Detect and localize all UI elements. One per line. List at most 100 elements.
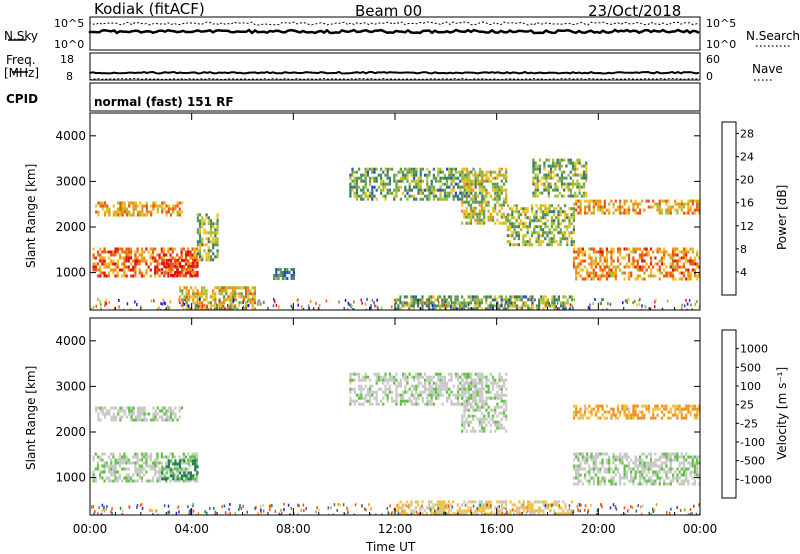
data-cell-power (399, 295, 402, 299)
data-cell-power (583, 208, 587, 212)
data-cell-power (590, 277, 593, 281)
data-cell-power (179, 286, 182, 290)
data-cell-power (500, 167, 503, 171)
data-cell-velocity (489, 396, 492, 400)
data-cell-velocity (610, 407, 613, 411)
data-cell-power (205, 237, 208, 241)
data-cell-power (410, 173, 413, 177)
data-cell-velocity (474, 378, 477, 382)
data-cell-power (103, 213, 107, 217)
data-cell-power (205, 213, 208, 217)
data-cell-power (445, 308, 448, 310)
data-cell-velocity (369, 390, 372, 394)
data-cell-velocity (496, 414, 499, 418)
data-cell-power (654, 262, 657, 266)
data-cell-velocity (614, 455, 617, 459)
data-cell-velocity (187, 477, 190, 481)
data-cell-power (103, 201, 107, 205)
data-cell-power (450, 300, 453, 304)
data-cell-velocity (485, 417, 488, 421)
data-cell-power (355, 176, 358, 180)
data-cell-velocity (129, 476, 133, 480)
data-cell-power (118, 268, 122, 272)
data-cell-velocity (489, 381, 492, 385)
data-cell-power (478, 182, 481, 186)
data-cell-velocity (577, 410, 580, 414)
data-cell-velocity (193, 455, 196, 459)
data-cell-power (174, 204, 177, 208)
data-cell-power (562, 301, 565, 305)
data-cell-power (502, 298, 505, 302)
data-cell-power (505, 188, 508, 192)
data-cell-power (364, 191, 367, 195)
data-cell-velocity (458, 509, 461, 513)
data-cell-power (474, 182, 477, 186)
data-cell-velocity (652, 479, 655, 483)
data-cell-power (373, 176, 376, 180)
data-cell-velocity (691, 470, 694, 474)
data-cell-velocity (601, 479, 604, 483)
data-cell-power (158, 204, 162, 208)
data-cell-velocity (430, 393, 433, 397)
data-cell-power (526, 228, 529, 232)
data-cell-power (505, 179, 508, 183)
data-cell-velocity (112, 406, 115, 410)
data-cell-power (585, 179, 588, 183)
data-cell-velocity (678, 404, 681, 408)
data-cell-power (513, 303, 516, 307)
data-cell-velocity (478, 506, 481, 510)
data-cell-power (496, 200, 499, 204)
data-cell-power (638, 256, 642, 260)
data-cell-power (616, 265, 620, 269)
data-cell-power (669, 271, 672, 275)
data-cell-velocity (588, 410, 591, 414)
data-cell-velocity (461, 420, 464, 424)
data-cell-power (437, 179, 440, 183)
data-cell-power (395, 301, 398, 305)
data-cell-velocity (520, 512, 523, 515)
data-cell-power (180, 210, 184, 214)
data-cell-power (132, 268, 135, 272)
data-cell-velocity (454, 402, 457, 406)
data-cell-velocity (421, 390, 424, 394)
data-cell-velocity (191, 452, 194, 456)
data-cell-power (605, 277, 609, 281)
data-cell-velocity (645, 467, 648, 471)
data-cell-velocity (583, 410, 587, 414)
data-cell-power (465, 188, 468, 192)
data-cell-velocity (698, 407, 700, 411)
data-cell-power (121, 201, 124, 205)
data-cell-velocity (516, 509, 519, 513)
data-cell-velocity (597, 467, 600, 471)
data-cell-velocity (480, 384, 484, 388)
data-cell-velocity (592, 458, 595, 462)
data-cell-velocity (99, 455, 102, 459)
data-cell-power (439, 191, 442, 195)
data-cell-velocity (415, 390, 418, 394)
data-cell-power (632, 208, 635, 212)
data-cell-velocity (457, 399, 460, 403)
data-cell-power (508, 298, 510, 302)
data-cell-power (474, 212, 477, 216)
data-cell-power (216, 303, 218, 307)
data-cell-velocity (428, 399, 431, 403)
data-cell-power (663, 199, 666, 203)
data-cell-power (408, 182, 411, 186)
data-cell-power (654, 256, 657, 260)
data-cell-power (207, 240, 210, 244)
data-cell-velocity (619, 452, 622, 456)
data-cell-power (577, 262, 580, 266)
data-cell-velocity (401, 506, 404, 510)
data-cell-power (439, 197, 442, 201)
data-cell-power (476, 176, 479, 180)
data-cell-velocity (689, 464, 692, 468)
data-cell-velocity (472, 390, 475, 394)
data-cell-velocity (472, 429, 475, 433)
data-cell-power (645, 253, 648, 257)
data-cell-velocity (413, 393, 416, 397)
data-cell-power (536, 182, 539, 186)
data-cell-power (689, 274, 692, 278)
data-cell-velocity (195, 452, 199, 456)
data-cell-velocity (614, 458, 617, 462)
data-cell-velocity (410, 512, 413, 515)
